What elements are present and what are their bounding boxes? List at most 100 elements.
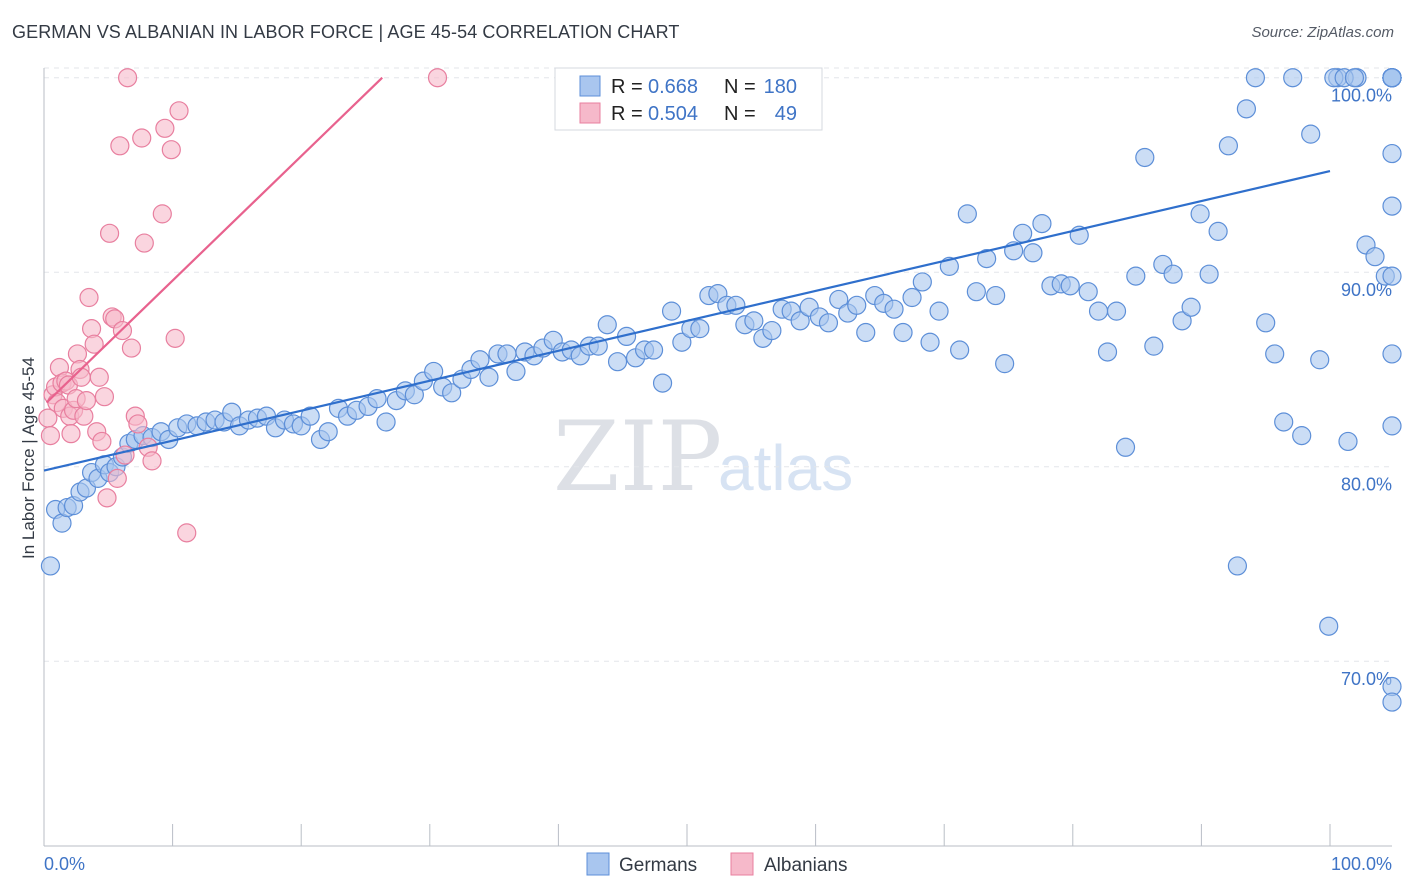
albanians-point (134, 233, 154, 253)
germans-point (950, 340, 970, 360)
germans-point (1115, 437, 1136, 457)
albanians-point (79, 287, 99, 308)
germans-point (920, 332, 940, 352)
bottom-legend-germans: Germans (619, 855, 697, 876)
y-tick-label: 100.0% (1331, 86, 1392, 106)
y-tick-label: 70.0% (1341, 669, 1392, 689)
legend-n-value: 49 (775, 103, 797, 125)
germans-point (744, 311, 764, 331)
germans-point (1032, 214, 1052, 234)
albanians-point (97, 488, 117, 508)
germans-point (1106, 301, 1127, 321)
germans-point (661, 301, 682, 321)
germans-point (1078, 282, 1098, 302)
germans-point (1382, 68, 1402, 88)
bottom-legend-swatch-albanians (730, 852, 754, 876)
germans-point (690, 319, 710, 339)
albanians-trend-line (45, 76, 383, 404)
germans-point (847, 295, 867, 315)
germans-point (1060, 276, 1080, 296)
germans-point (1274, 412, 1294, 432)
germans-point (1382, 416, 1402, 436)
germans-point (1163, 264, 1183, 284)
albanians-point (40, 426, 61, 446)
albanians-point (94, 387, 115, 407)
axes (43, 68, 1392, 847)
germans-point (1218, 136, 1239, 156)
germans-point (902, 287, 922, 308)
legend-n-label: N = (724, 76, 756, 98)
y-axis-title: In Labor Force | Age 45-54 (19, 357, 38, 559)
germans-point (1190, 204, 1210, 224)
germans-point (1382, 692, 1402, 712)
germans-point (1338, 431, 1358, 452)
y-axis-tick-labels: 70.0% 80.0% 90.0% 100.0% (1331, 86, 1392, 689)
germans-point (912, 272, 932, 292)
chart-title: GERMAN VS ALBANIAN IN LABOR FORCE | AGE … (12, 22, 680, 42)
germans-point (1344, 68, 1365, 88)
germans-point (300, 406, 320, 426)
albanians-point (169, 101, 189, 121)
germans-point (1181, 297, 1201, 317)
albanians-point (84, 334, 104, 354)
legend-n-label: N = (724, 103, 756, 125)
germans-point (479, 367, 499, 387)
x-tick-label-min: 0.0% (44, 854, 85, 874)
germans-point (1256, 313, 1276, 333)
germans-point (884, 299, 904, 319)
series-germans-points (40, 68, 1402, 712)
y-tick-label: 90.0% (1341, 280, 1392, 300)
germans-point (1126, 266, 1146, 286)
germans-point (893, 322, 913, 343)
germans-point (1208, 221, 1228, 241)
germans-point (1382, 196, 1402, 216)
albanians-point (117, 68, 138, 88)
legend-r-label: R = (611, 103, 643, 125)
albanians-point (427, 68, 448, 88)
albanians-point (38, 408, 58, 428)
germans-point (1292, 426, 1312, 446)
germans-point (1023, 243, 1043, 263)
germans-point (986, 285, 1006, 306)
albanians-point (110, 136, 130, 156)
y-tick-label: 80.0% (1341, 475, 1392, 495)
germans-point (762, 320, 782, 341)
germans-point (652, 373, 673, 393)
albanians-point (177, 523, 197, 543)
albanians-point (165, 328, 185, 348)
germans-point (1097, 342, 1118, 362)
germans-point (597, 315, 617, 335)
albanians-point (161, 140, 181, 160)
germans-point (318, 422, 338, 442)
legend-r-value: 0.504 (648, 103, 698, 125)
albanians-point (142, 451, 162, 471)
watermark-atlas: atlas (718, 432, 853, 504)
germans-point (1319, 616, 1339, 636)
albanians-point (128, 414, 148, 434)
germans-point (1301, 124, 1321, 144)
albanians-point (99, 223, 120, 243)
albanians-point (121, 338, 142, 358)
legend-box: R = 0.668 N = 180 R = 0.504 N = 49 (554, 67, 823, 131)
germans-point (607, 352, 628, 372)
source-credit: Source: ZipAtlas.com (1251, 24, 1394, 41)
germans-point (1283, 68, 1303, 88)
germans-point (1382, 266, 1402, 286)
albanians-point (155, 118, 175, 138)
germans-point (1088, 301, 1109, 321)
series-albanians-points (38, 68, 448, 543)
legend-r-label: R = (611, 76, 643, 98)
albanians-point (132, 128, 152, 148)
albanians-point (61, 424, 81, 444)
albanians-point (74, 406, 94, 426)
germans-point (818, 313, 839, 333)
germans-point (1382, 344, 1402, 364)
germans-point (442, 383, 462, 403)
germans-point (995, 354, 1015, 374)
albanians-point (81, 319, 102, 339)
legend-n-value: 180 (764, 76, 797, 98)
germans-point (1199, 264, 1219, 284)
germans-point (977, 249, 997, 269)
germans-point (404, 385, 424, 405)
